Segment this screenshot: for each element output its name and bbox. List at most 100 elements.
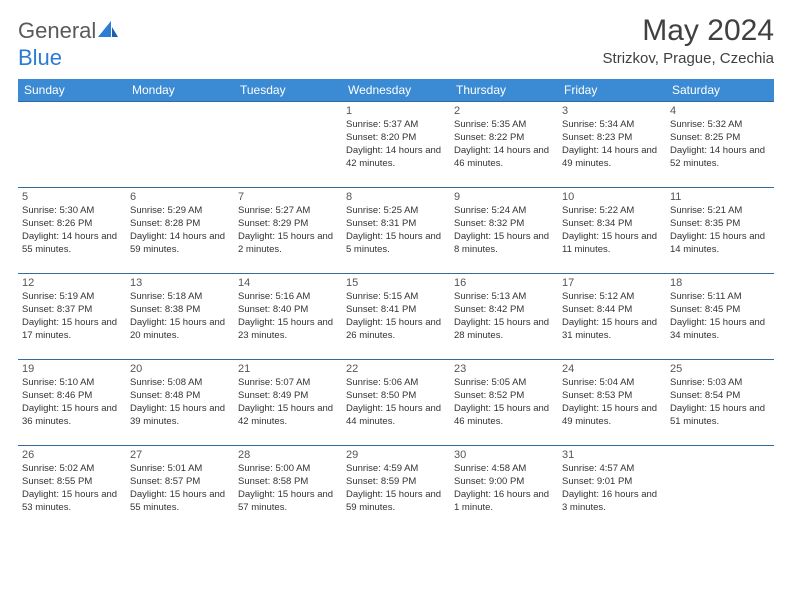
day-number: 27 [130, 449, 230, 461]
day-cell: 12 Sunrise: 5:19 AMSunset: 8:37 PMDayligh… [18, 274, 126, 360]
day-number: 20 [130, 363, 230, 375]
day-info: Sunrise: 5:01 AMSunset: 8:57 PMDaylight:… [130, 463, 230, 514]
day-info: Sunrise: 5:08 AMSunset: 8:48 PMDaylight:… [130, 377, 230, 428]
empty-day-cell [18, 102, 126, 188]
day-cell: 19 Sunrise: 5:10 AMSunset: 8:46 PMDayligh… [18, 360, 126, 446]
calendar-week-row: 1Sunrise: 5:37 AMSunset: 8:20 PMDaylight… [18, 102, 774, 188]
day-number: 24 [562, 363, 662, 375]
weekday-header: Thursday [450, 79, 558, 102]
day-info: Sunrise: 5:12 AMSunset: 8:44 PMDaylight:… [562, 291, 662, 342]
day-cell: 30 Sunrise: 4:58 AMSunset: 9:00 PMDayligh… [450, 446, 558, 532]
day-cell: 24 Sunrise: 5:04 AMSunset: 8:53 PMDayligh… [558, 360, 666, 446]
day-number: 12 [22, 277, 122, 289]
weekday-header: Monday [126, 79, 234, 102]
day-cell: 21 Sunrise: 5:07 AMSunset: 8:49 PMDayligh… [234, 360, 342, 446]
day-info: Sunrise: 5:22 AMSunset: 8:34 PMDaylight:… [562, 205, 662, 256]
day-cell: 9 Sunrise: 5:24 AMSunset: 8:32 PMDaylight… [450, 188, 558, 274]
weekday-header: Saturday [666, 79, 774, 102]
empty-day-cell [234, 102, 342, 188]
day-info: Sunrise: 5:16 AMSunset: 8:40 PMDaylight:… [238, 291, 338, 342]
day-cell: 31 Sunrise: 4:57 AMSunset: 9:01 PMDayligh… [558, 446, 666, 532]
day-info: Sunrise: 5:24 AMSunset: 8:32 PMDaylight:… [454, 205, 554, 256]
calendar-body: 1Sunrise: 5:37 AMSunset: 8:20 PMDaylight… [18, 102, 774, 532]
day-info: Sunrise: 5:10 AMSunset: 8:46 PMDaylight:… [22, 377, 122, 428]
day-number: 16 [454, 277, 554, 289]
day-number: 23 [454, 363, 554, 375]
day-number: 2 [454, 105, 554, 117]
day-info: Sunrise: 5:15 AMSunset: 8:41 PMDaylight:… [346, 291, 446, 342]
day-info: Sunrise: 5:35 AMSunset: 8:22 PMDaylight:… [454, 119, 554, 170]
day-cell: 16Sunrise: 5:13 AMSunset: 8:42 PMDayligh… [450, 274, 558, 360]
day-number: 21 [238, 363, 338, 375]
day-number: 22 [346, 363, 446, 375]
day-cell: 10 Sunrise: 5:22 AMSunset: 8:34 PMDayligh… [558, 188, 666, 274]
day-number: 18 [670, 277, 770, 289]
day-info: Sunrise: 5:07 AMSunset: 8:49 PMDaylight:… [238, 377, 338, 428]
day-number: 15 [346, 277, 446, 289]
day-cell: 4 Sunrise: 5:32 AMSunset: 8:25 PMDaylight… [666, 102, 774, 188]
day-number: 10 [562, 191, 662, 203]
header: GeneralBlue May 2024 Strizkov, Prague, C… [18, 14, 774, 71]
day-info: Sunrise: 4:59 AMSunset: 8:59 PMDaylight:… [346, 463, 446, 514]
day-info: Sunrise: 5:34 AMSunset: 8:23 PMDaylight:… [562, 119, 662, 170]
day-info: Sunrise: 5:27 AMSunset: 8:29 PMDaylight:… [238, 205, 338, 256]
brand-text: GeneralBlue [18, 18, 118, 71]
day-cell: 22Sunrise: 5:06 AMSunset: 8:50 PMDayligh… [342, 360, 450, 446]
day-cell: 1Sunrise: 5:37 AMSunset: 8:20 PMDaylight… [342, 102, 450, 188]
calendar-week-row: 12 Sunrise: 5:19 AMSunset: 8:37 PMDayligh… [18, 274, 774, 360]
day-info: Sunrise: 4:58 AMSunset: 9:00 PMDaylight:… [454, 463, 554, 514]
day-cell: 20 Sunrise: 5:08 AMSunset: 8:48 PMDayligh… [126, 360, 234, 446]
day-cell: 25Sunrise: 5:03 AMSunset: 8:54 PMDayligh… [666, 360, 774, 446]
day-number: 19 [22, 363, 122, 375]
brand-logo: GeneralBlue [18, 14, 118, 71]
day-cell: 27 Sunrise: 5:01 AMSunset: 8:57 PMDayligh… [126, 446, 234, 532]
day-number: 17 [562, 277, 662, 289]
calendar-page: GeneralBlue May 2024 Strizkov, Prague, C… [0, 0, 792, 540]
day-info: Sunrise: 5:25 AMSunset: 8:31 PMDaylight:… [346, 205, 446, 256]
empty-day-cell [126, 102, 234, 188]
day-cell: 6Sunrise: 5:29 AMSunset: 8:28 PMDaylight… [126, 188, 234, 274]
day-number: 11 [670, 191, 770, 203]
day-number: 5 [22, 191, 122, 203]
day-cell: 23Sunrise: 5:05 AMSunset: 8:52 PMDayligh… [450, 360, 558, 446]
day-number: 4 [670, 105, 770, 117]
day-number: 31 [562, 449, 662, 461]
calendar-table: SundayMondayTuesdayWednesdayThursdayFrid… [18, 79, 774, 532]
day-info: Sunrise: 5:00 AMSunset: 8:58 PMDaylight:… [238, 463, 338, 514]
calendar-week-row: 26Sunrise: 5:02 AMSunset: 8:55 PMDayligh… [18, 446, 774, 532]
day-number: 25 [670, 363, 770, 375]
weekday-header: Sunday [18, 79, 126, 102]
day-number: 29 [346, 449, 446, 461]
sail-icon [98, 19, 118, 45]
day-cell: 11 Sunrise: 5:21 AMSunset: 8:35 PMDayligh… [666, 188, 774, 274]
brand-part2: Blue [18, 45, 62, 70]
day-number: 7 [238, 191, 338, 203]
day-number: 13 [130, 277, 230, 289]
day-number: 3 [562, 105, 662, 117]
day-cell: 8Sunrise: 5:25 AMSunset: 8:31 PMDaylight… [342, 188, 450, 274]
brand-part1: General [18, 18, 96, 43]
weekday-header: Tuesday [234, 79, 342, 102]
location: Strizkov, Prague, Czechia [603, 50, 774, 67]
title-block: May 2024 Strizkov, Prague, Czechia [603, 14, 774, 67]
day-cell: 26Sunrise: 5:02 AMSunset: 8:55 PMDayligh… [18, 446, 126, 532]
day-number: 6 [130, 191, 230, 203]
day-info: Sunrise: 5:32 AMSunset: 8:25 PMDaylight:… [670, 119, 770, 170]
day-cell: 17 Sunrise: 5:12 AMSunset: 8:44 PMDayligh… [558, 274, 666, 360]
day-cell: 28 Sunrise: 5:00 AMSunset: 8:58 PMDayligh… [234, 446, 342, 532]
day-cell: 2 Sunrise: 5:35 AMSunset: 8:22 PMDaylight… [450, 102, 558, 188]
day-cell: 18Sunrise: 5:11 AMSunset: 8:45 PMDayligh… [666, 274, 774, 360]
day-info: Sunrise: 5:04 AMSunset: 8:53 PMDaylight:… [562, 377, 662, 428]
calendar-week-row: 5 Sunrise: 5:30 AMSunset: 8:26 PMDaylight… [18, 188, 774, 274]
day-info: Sunrise: 4:57 AMSunset: 9:01 PMDaylight:… [562, 463, 662, 514]
day-number: 28 [238, 449, 338, 461]
day-number: 30 [454, 449, 554, 461]
day-info: Sunrise: 5:21 AMSunset: 8:35 PMDaylight:… [670, 205, 770, 256]
day-number: 14 [238, 277, 338, 289]
day-info: Sunrise: 5:19 AMSunset: 8:37 PMDaylight:… [22, 291, 122, 342]
weekday-header: Friday [558, 79, 666, 102]
day-cell: 15 Sunrise: 5:15 AMSunset: 8:41 PMDayligh… [342, 274, 450, 360]
day-cell: 7 Sunrise: 5:27 AMSunset: 8:29 PMDaylight… [234, 188, 342, 274]
day-number: 9 [454, 191, 554, 203]
day-info: Sunrise: 5:30 AMSunset: 8:26 PMDaylight:… [22, 205, 122, 256]
